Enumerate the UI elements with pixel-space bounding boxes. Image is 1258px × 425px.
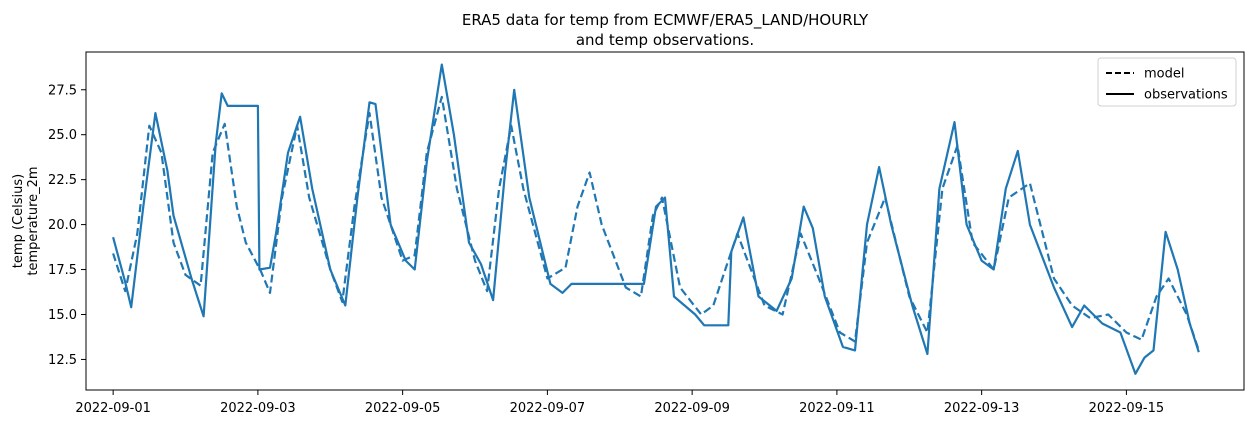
y-tick-label: 20.0 <box>48 218 77 233</box>
y-axis-label-line1: temp (Celsius) <box>11 174 26 268</box>
y-tick-label: 27.5 <box>48 83 77 98</box>
y-tick-label: 22.5 <box>48 173 77 188</box>
chart-title: ERA5 data for temp from ECMWF/ERA5_LAND/… <box>462 11 869 49</box>
y-tick-label: 15.0 <box>48 308 77 323</box>
x-tick-label: 2022-09-05 <box>365 401 441 416</box>
y-axis-label-line2: temperature_2m <box>26 166 41 275</box>
y-tick-label: 25.0 <box>48 128 77 143</box>
x-tick-label: 2022-09-01 <box>75 401 151 416</box>
plot-area-frame <box>85 51 1245 391</box>
legend-label-observations: observations <box>1144 88 1228 103</box>
chart-title-line1: ERA5 data for temp from ECMWF/ERA5_LAND/… <box>462 11 869 30</box>
y-tick-label: 17.5 <box>48 263 77 278</box>
x-tick-label: 2022-09-15 <box>1089 401 1165 416</box>
y-axis-ticks: 12.5 15.0 17.5 20.0 22.5 25.0 27.5 <box>48 83 86 368</box>
series-line-model <box>112 95 1200 351</box>
legend: model observations <box>1097 57 1237 107</box>
x-tick-label: 2022-09-13 <box>944 401 1020 416</box>
series-line-observations <box>112 63 1200 375</box>
y-axis-label: temp (Celsius) temperature_2m <box>11 166 41 275</box>
y-tick-label: 12.5 <box>48 353 77 368</box>
series-layer <box>112 63 1200 375</box>
x-tick-label: 2022-09-11 <box>799 401 875 416</box>
x-tick-label: 2022-09-03 <box>220 401 296 416</box>
x-tick-label: 2022-09-07 <box>510 401 586 416</box>
chart-title-line2: and temp observations. <box>576 31 754 49</box>
x-axis-ticks: 2022-09-01 2022-09-03 2022-09-05 2022-09-07… <box>75 390 1164 416</box>
legend-label-model: model <box>1144 67 1184 82</box>
x-tick-label: 2022-09-09 <box>654 401 730 416</box>
